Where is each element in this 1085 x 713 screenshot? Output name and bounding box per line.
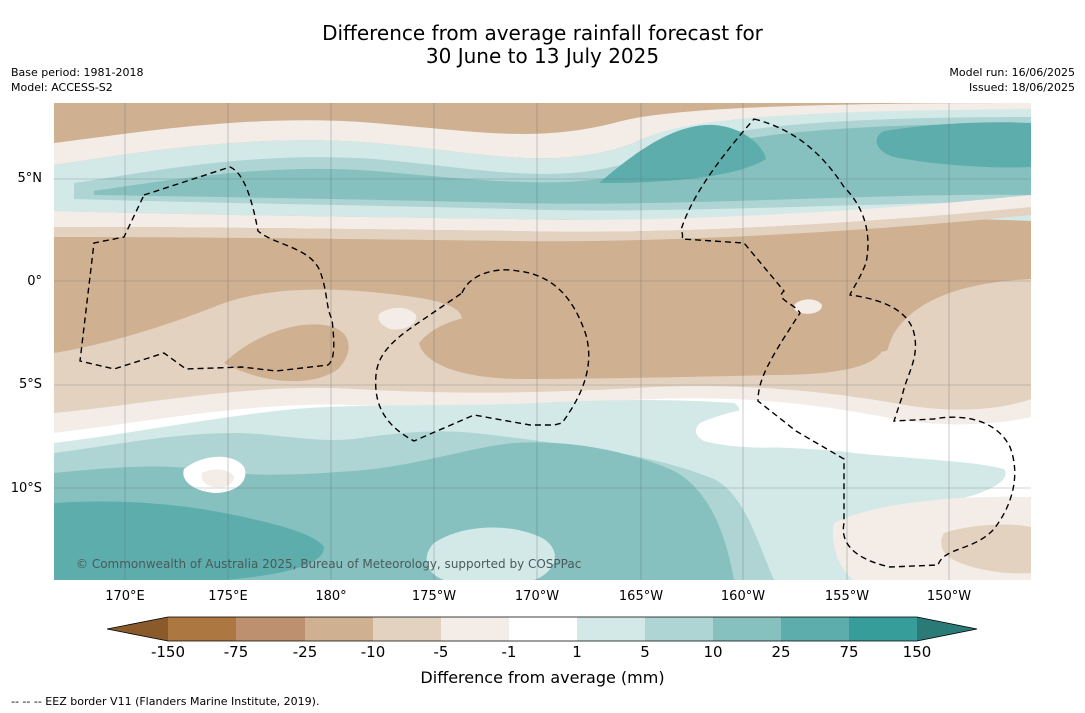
top-wet-strong-east bbox=[876, 122, 1031, 168]
model-run-text: Model run: 16/06/2025 bbox=[949, 66, 1075, 79]
lon-label-150w: 150°W bbox=[926, 589, 972, 604]
colorbar-label: -75 bbox=[223, 643, 249, 661]
colorbar-segment-7 bbox=[577, 617, 645, 641]
map-title: Difference from average rainfall forecas… bbox=[0, 22, 1085, 68]
colorbar-outline bbox=[107, 616, 978, 642]
colorbar-label: -5 bbox=[433, 643, 449, 661]
colorbar-low-arrow bbox=[107, 617, 168, 641]
top-wet-mid-band bbox=[94, 123, 1031, 204]
lon-label-160w: 160°W bbox=[720, 589, 766, 604]
colorbar-segment-3 bbox=[305, 617, 373, 641]
colorbar-label: 5 bbox=[640, 643, 650, 661]
central-dry-strong-lens bbox=[419, 308, 884, 379]
colorbar-title: Difference from average (mm) bbox=[420, 668, 665, 687]
colorbar-label: 75 bbox=[839, 643, 859, 661]
rainfall-map: © Commonwealth of Australia 2025, Bureau… bbox=[54, 103, 1031, 580]
upper-dry-faint-stripe bbox=[54, 195, 1031, 232]
lat-label-5n: 5°N bbox=[17, 171, 43, 186]
east-dry-light-zone bbox=[879, 279, 1031, 433]
eez-border-phoenix bbox=[374, 269, 590, 442]
lon-label-155w: 155°W bbox=[824, 589, 870, 604]
colorbar-segment-10 bbox=[781, 617, 849, 641]
south-west-wet-strong bbox=[54, 501, 324, 580]
south-east-dry-light bbox=[941, 524, 1031, 574]
colorbar-segment-6 bbox=[509, 617, 577, 641]
colorbar-segment-11 bbox=[849, 617, 917, 641]
colorbar bbox=[107, 616, 978, 642]
issued-text: Issued: 18/06/2025 bbox=[968, 81, 1075, 94]
colorbar-high-arrow bbox=[917, 617, 977, 641]
model-text: Model: ACCESS-S2 bbox=[11, 81, 113, 94]
eez-border-line-islands bbox=[680, 118, 1016, 568]
lat-label-10s: 10°S bbox=[10, 481, 42, 496]
title-line-1: Difference from average rainfall forecas… bbox=[322, 21, 763, 45]
lon-label-180: 180° bbox=[315, 589, 347, 604]
south-wet-faint-pocket bbox=[426, 527, 555, 580]
colorbar-label: -10 bbox=[360, 643, 386, 661]
map-svg bbox=[54, 103, 1031, 580]
colorbar-label: 150 bbox=[902, 643, 932, 661]
lon-label-175e: 175°E bbox=[208, 589, 248, 604]
colorbar-label: -1 bbox=[501, 643, 517, 661]
colorbar-label: 25 bbox=[771, 643, 791, 661]
eez-legend-note: -- -- -- EEZ border V11 (Flanders Marine… bbox=[11, 695, 320, 708]
central-dry-faint-spot bbox=[378, 307, 417, 330]
colorbar-segment-8 bbox=[645, 617, 713, 641]
colorbar-label: 10 bbox=[703, 643, 723, 661]
west-dry-strong-lens bbox=[224, 324, 349, 382]
colorbar-segment-4 bbox=[373, 617, 441, 641]
colorbar-label: 1 bbox=[572, 643, 582, 661]
colorbar-segment-1 bbox=[168, 617, 236, 641]
colorbar-segment-5 bbox=[441, 617, 509, 641]
colorbar-label: -25 bbox=[292, 643, 318, 661]
metadata-left: Base period: 1981-2018 Model: ACCESS-S2 bbox=[11, 65, 143, 95]
lon-label-175w: 175°W bbox=[411, 589, 457, 604]
lon-label-170w: 170°W bbox=[514, 589, 560, 604]
lon-label-165w: 165°W bbox=[618, 589, 664, 604]
title-line-2: 30 June to 13 July 2025 bbox=[425, 44, 660, 68]
colorbar-segment-2 bbox=[236, 617, 305, 641]
base-period-text: Base period: 1981-2018 bbox=[11, 66, 144, 79]
lat-label-0: 0° bbox=[27, 274, 42, 289]
colorbar-segment-9 bbox=[713, 617, 781, 641]
copyright-text: © Commonwealth of Australia 2025, Bureau… bbox=[76, 557, 582, 571]
east-dry-faint-spot bbox=[793, 299, 822, 314]
upper-dry-light-stripe bbox=[54, 207, 1031, 242]
lat-label-5s: 5°S bbox=[18, 377, 42, 392]
colorbar-label: -150 bbox=[150, 643, 186, 661]
eez-borders bbox=[79, 118, 1016, 568]
south-dry-faint-pocket-west bbox=[201, 469, 234, 488]
lon-label-170e: 170°E bbox=[105, 589, 145, 604]
eez-border-kiribati-gilbert bbox=[79, 166, 335, 372]
graticule bbox=[54, 103, 1031, 580]
metadata-right: Model run: 16/06/2025 Issued: 18/06/2025 bbox=[949, 65, 1075, 95]
